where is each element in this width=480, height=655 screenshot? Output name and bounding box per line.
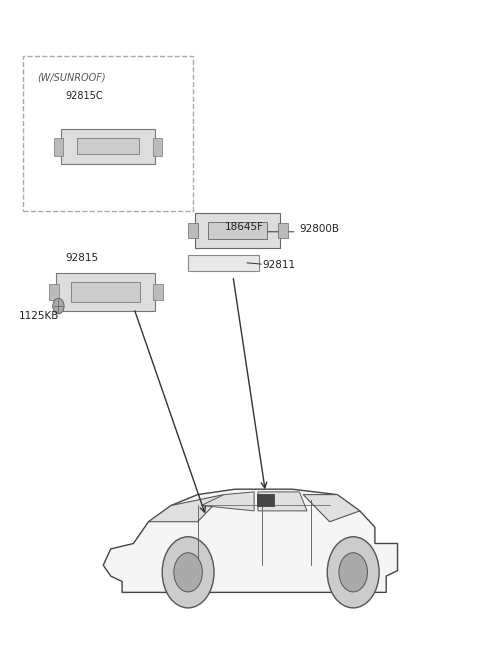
- Bar: [56, 272, 155, 311]
- Circle shape: [174, 553, 203, 592]
- Bar: [188, 223, 199, 238]
- Polygon shape: [258, 492, 307, 511]
- Bar: [188, 255, 259, 271]
- Circle shape: [53, 299, 64, 314]
- Bar: [257, 494, 274, 506]
- Polygon shape: [103, 489, 397, 592]
- Text: 92815C: 92815C: [65, 92, 103, 102]
- Text: 92800B: 92800B: [299, 224, 339, 234]
- Bar: [153, 284, 163, 300]
- Text: (W/SUNROOF): (W/SUNROOF): [37, 72, 106, 82]
- Polygon shape: [148, 495, 224, 522]
- Text: 92811: 92811: [263, 260, 296, 270]
- Polygon shape: [201, 492, 254, 511]
- Bar: [49, 284, 60, 300]
- Bar: [153, 138, 162, 156]
- Bar: [77, 138, 139, 155]
- Text: 1125KB: 1125KB: [18, 310, 59, 321]
- Circle shape: [162, 536, 214, 608]
- Bar: [71, 282, 140, 302]
- Bar: [54, 138, 63, 156]
- Text: 18645F: 18645F: [225, 222, 264, 232]
- Bar: [61, 128, 155, 164]
- Bar: [278, 223, 288, 238]
- Text: 92815: 92815: [65, 253, 98, 263]
- Bar: [195, 213, 280, 248]
- Circle shape: [327, 536, 379, 608]
- Polygon shape: [303, 495, 360, 522]
- Bar: [208, 221, 267, 239]
- Circle shape: [339, 553, 368, 592]
